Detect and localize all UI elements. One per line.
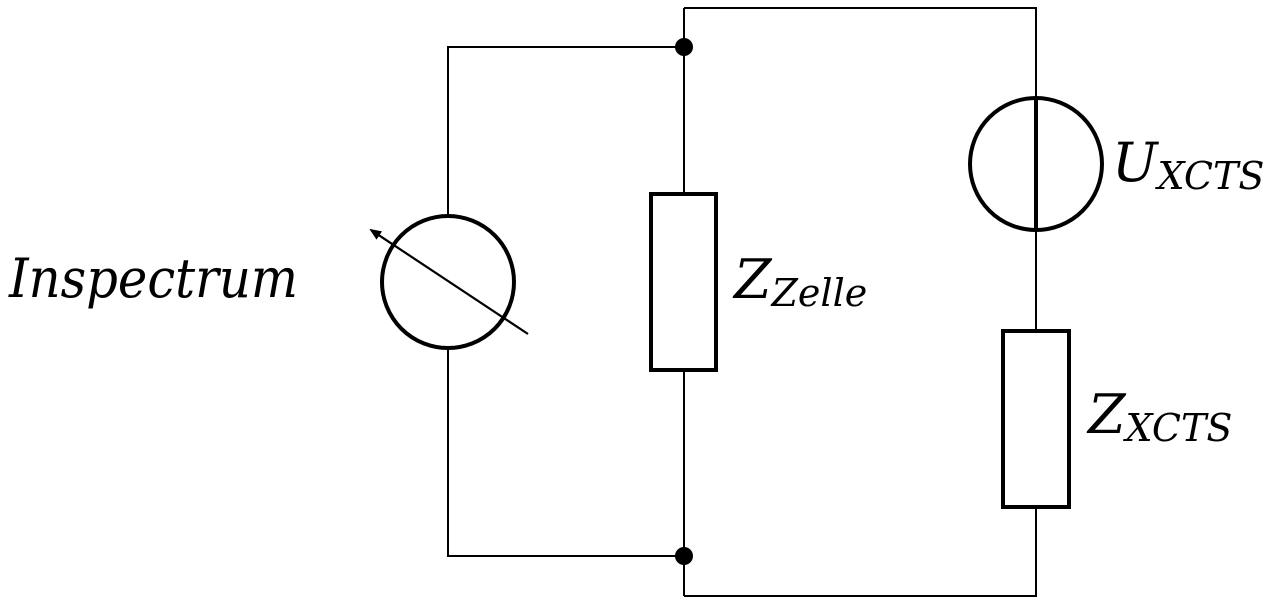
cell-impedance-subscript: Zelle <box>771 271 868 315</box>
meter-label: Inspectrum <box>8 247 298 310</box>
junction-node-top <box>675 38 693 56</box>
source-voltage-subscript: XCTS <box>1155 154 1265 198</box>
source-voltage-label: UXCTS <box>1112 131 1264 198</box>
source-impedance-resistor <box>1001 329 1071 509</box>
source-impedance-label: ZXCTS <box>1086 383 1232 450</box>
outer-top-wire <box>684 7 1037 98</box>
meter-circle <box>380 214 516 350</box>
outer-bottom-wire <box>684 507 1037 597</box>
cell-impedance-symbol: Z <box>732 248 773 311</box>
meter-symbol <box>369 214 529 350</box>
meter-arrow-icon <box>369 228 529 335</box>
voltage-source-symbol <box>968 96 1104 232</box>
source-impedance-symbol: Z <box>1086 383 1127 446</box>
meter-top-wire <box>447 46 684 216</box>
source-voltage-symbol: U <box>1112 131 1159 194</box>
cell-impedance-resistor <box>649 192 718 372</box>
cell-impedance-label: ZZelle <box>732 248 867 315</box>
source-impedance-subscript: XCTS <box>1123 406 1233 450</box>
junction-node-bottom <box>675 547 693 565</box>
meter-bottom-wire <box>447 348 684 557</box>
